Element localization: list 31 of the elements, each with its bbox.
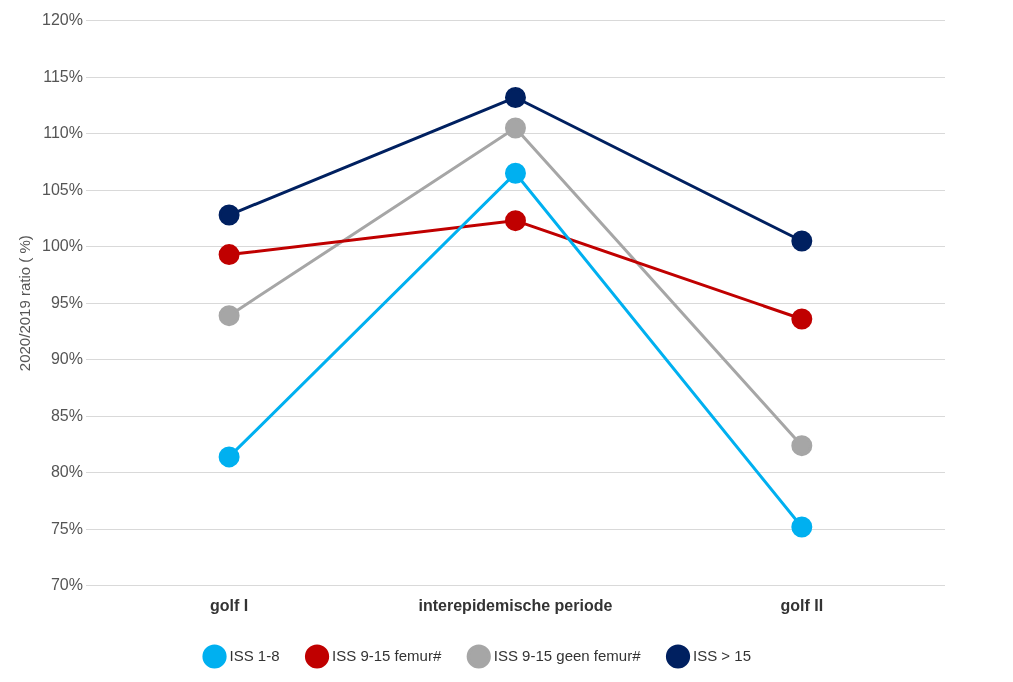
point: [218, 244, 240, 266]
y-tick-label: 95%: [50, 293, 83, 311]
x-tick-label: golf I: [209, 596, 249, 614]
point: [504, 117, 526, 139]
point: [791, 230, 813, 252]
y-axis-title: 2020/2019 ratio ( %): [16, 235, 34, 372]
y-tick-label: 80%: [50, 463, 83, 481]
y-tick-label: 75%: [50, 519, 83, 537]
point: [791, 308, 813, 330]
point: [504, 210, 526, 232]
legend-label: ISS > 15: [693, 646, 751, 664]
x-tick-label: interepidemische periode: [418, 596, 613, 614]
legend-label: ISS 9-15 geen femur#: [493, 646, 642, 664]
point: [791, 435, 813, 457]
point: [791, 516, 813, 538]
point: [218, 446, 240, 468]
y-tick-label: 110%: [43, 124, 83, 142]
point: [504, 162, 526, 184]
y-tick-label: 70%: [50, 576, 83, 594]
y-tick-label: 120%: [42, 11, 83, 29]
y-tick-label: 85%: [50, 406, 83, 424]
y-tick-label: 90%: [50, 350, 83, 368]
point: [218, 204, 240, 226]
point: [218, 305, 240, 327]
y-tick-label: 105%: [42, 180, 83, 198]
legend-label: ISS 9-15 femur#: [332, 646, 442, 664]
x-tick-label: golf II: [780, 596, 824, 614]
point: [504, 86, 526, 108]
y-tick-label: 100%: [42, 237, 83, 255]
legend-label: ISS 1-8: [229, 646, 280, 664]
y-tick-label: 115%: [43, 67, 83, 85]
